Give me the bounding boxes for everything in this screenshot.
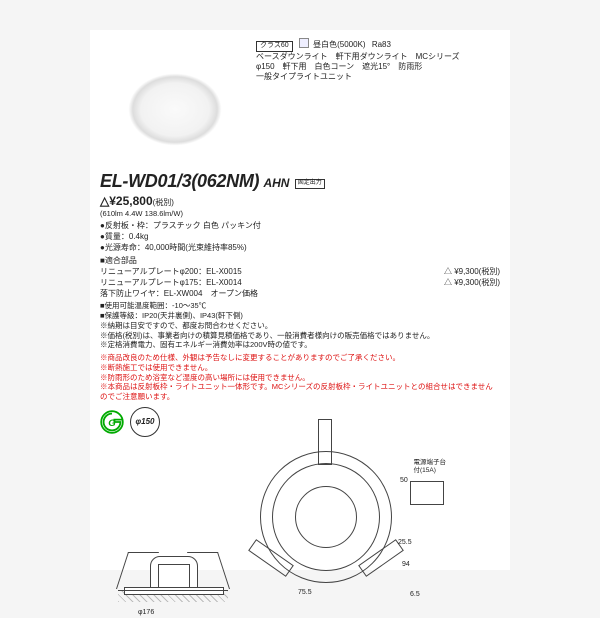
g-mark-icon: G	[100, 410, 124, 434]
note-lead: ※納期は目安ですので、都度お問合わせください。	[100, 321, 500, 330]
warn-bath: ※防雨形のため浴室など湿度の高い場所には使用できません。	[100, 373, 500, 382]
dim-755: 75.5	[298, 589, 312, 598]
spec-life: ●光源寿命：40,000時間(光束維持率85%)	[100, 243, 500, 253]
note-temp: ■使用可能温度範囲：-10〜35℃	[100, 301, 500, 310]
acc2-name: リニューアルプレートφ175：EL-X0014	[100, 278, 242, 288]
notes-block: ■使用可能温度範囲：-10〜35℃ ■保護等級：IP20(天井裏側)、IP43(…	[100, 301, 500, 350]
dim-255: 25.5	[398, 539, 412, 548]
phi-hole-icon: φ150	[130, 407, 160, 437]
warnings-block: ※商品改良のため仕様、外観は予告なしに変更することがありますのでご了承ください。…	[100, 353, 500, 401]
header-line2: φ150 軒下用 白色コーン 遮光15° 防雨形	[256, 62, 500, 72]
top-view-diagram: 電源端子台 付(15A)	[250, 441, 400, 591]
lumen-spec: (610lm 4.4W 138.6lm/W)	[100, 209, 500, 218]
phi-label: φ150	[136, 417, 155, 427]
price-tri: △	[100, 194, 109, 208]
side-view-diagram	[118, 546, 228, 614]
terminal-label: 電源端子台 付(15A)	[414, 459, 447, 475]
top-row: クラス60 昼白色(5000K) Ra83 ベースダウンライト 軒下用ダウンライ…	[100, 38, 500, 168]
spec-block: ●反射板・枠：プラスチック 白色 パッキン付 ●質量：0.4kg ●光源寿命：4…	[100, 221, 500, 253]
diagram-area: 電源端子台 付(15A) 50 75.5 25.5 94 6.5 φ176	[100, 441, 500, 616]
model-row: EL-WD01/3(062NM) AHN 固定出力	[100, 170, 500, 193]
color-temp: 昼白色(5000K)	[313, 40, 365, 49]
acc1-name: リニューアルプレートφ200：EL-X0015	[100, 267, 242, 277]
warn-combo: ※本商品は反射板枠・ライトユニット一体形です。MCシリーズの反射板枠・ライトユニ…	[100, 382, 500, 401]
model-suffix: AHN	[263, 176, 289, 190]
model-code-box: 固定出力	[295, 179, 325, 189]
dim-65: 6.5	[410, 591, 420, 600]
acc2-price: △ ¥9,300(税別)	[444, 278, 500, 288]
spec-mass: ●質量：0.4kg	[100, 232, 500, 242]
accessories-block: ■適合部品 リニューアルプレートφ200：EL-X0015 △ ¥9,300(税…	[100, 256, 500, 299]
model-number: EL-WD01/3(062NM)	[100, 171, 259, 191]
note-price: ※価格(税別)は、事業者向けの積算見積価格であり、一般消費者様向けの販売価格では…	[100, 331, 500, 340]
note-ip: ■保護等級：IP20(天井裏側)、IP43(軒下側)	[100, 311, 500, 320]
warn-insulation: ※断熱施工では使用できません。	[100, 363, 500, 372]
acc-header: ■適合部品	[100, 256, 500, 266]
acc1-price: △ ¥9,300(税別)	[444, 267, 500, 277]
price-row: △¥25,800(税別)	[100, 194, 500, 209]
class-badge: クラス60	[256, 41, 293, 52]
note-power: ※定格消費電力、固有エネルギー消費効率は200V時の値です。	[100, 340, 500, 349]
ra-label: Ra83	[372, 40, 391, 49]
icons-row: G φ150	[100, 407, 500, 437]
price-yen: ¥25,800	[109, 194, 152, 208]
warn-change: ※商品改良のため仕様、外観は予告なしに変更することがありますのでご了承ください。	[100, 353, 500, 362]
price-tax: (税別)	[153, 198, 174, 207]
color-swatch-icon	[299, 38, 309, 48]
header-text: クラス60 昼白色(5000K) Ra83 ベースダウンライト 軒下用ダウンライ…	[250, 38, 500, 168]
spec-reflector: ●反射板・枠：プラスチック 白色 パッキン付	[100, 221, 500, 231]
dim-50: 50	[400, 477, 408, 486]
product-photo	[100, 38, 250, 168]
header-line1: ベースダウンライト 軒下用ダウンライト MCシリーズ	[256, 52, 500, 62]
dim-176: φ176	[138, 609, 154, 618]
svg-text:G: G	[108, 418, 116, 429]
dim-94: 94	[402, 561, 410, 570]
product-spec-card: クラス60 昼白色(5000K) Ra83 ベースダウンライト 軒下用ダウンライ…	[90, 30, 510, 570]
acc3: 落下防止ワイヤ：EL-XW004 オープン価格	[100, 289, 500, 299]
header-line3: 一般タイプライトユニット	[256, 72, 500, 82]
